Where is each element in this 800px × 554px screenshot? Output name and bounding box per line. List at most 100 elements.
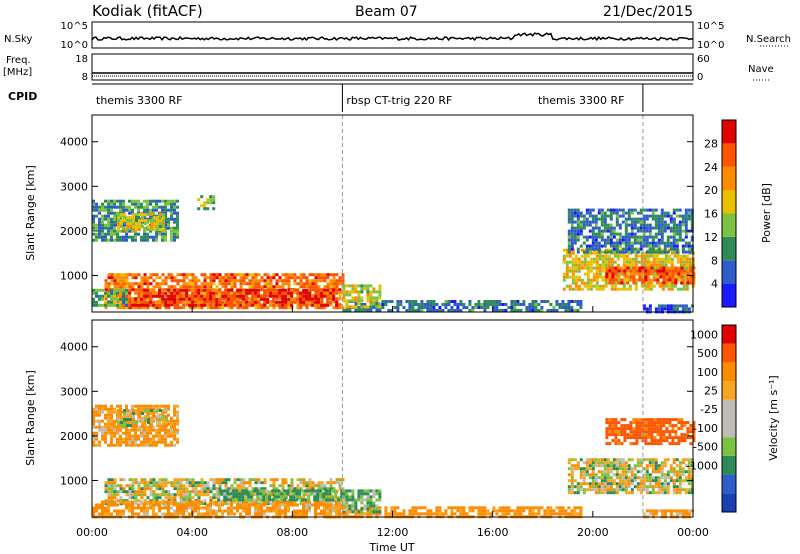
range-gate-cell (342, 510, 346, 514)
range-gate-cell (149, 273, 153, 277)
range-gate-cell (528, 512, 532, 516)
range-gate-cell (624, 229, 628, 233)
range-gate-cell (176, 220, 179, 224)
range-gate-cell (636, 238, 640, 242)
range-gate-cell (239, 503, 242, 507)
range-gate-cell (257, 512, 260, 516)
range-gate-cell (140, 294, 144, 298)
range-gate-cell (537, 512, 541, 516)
range-gate-cell (567, 300, 571, 303)
range-gate-cell (620, 269, 624, 273)
range-gate-cell (92, 238, 95, 242)
range-gate-cell (682, 254, 686, 258)
range-gate-cell (329, 487, 333, 491)
range-gate-cell (574, 281, 578, 285)
range-gate-cell (570, 473, 574, 477)
range-gate-cell (510, 306, 514, 309)
range-gate-cell (320, 294, 324, 298)
range-gate-cell (396, 300, 400, 303)
range-gate-cell (257, 291, 261, 295)
range-gate-cell (226, 498, 230, 502)
range-gate-cell (378, 510, 382, 514)
range-gate-cell (375, 309, 379, 312)
range-gate-cell (579, 214, 583, 218)
range-gate-cell (170, 493, 174, 497)
range-gate-cell (618, 208, 622, 212)
range-gate-cell (304, 489, 308, 493)
range-gate-cell (158, 285, 162, 289)
range-gate-cell (269, 291, 273, 295)
range-gate-cell (345, 299, 349, 303)
range-gate-cell (162, 424, 165, 428)
range-gate-cell (605, 272, 609, 276)
range-gate-cell (332, 481, 336, 485)
range-gate-cell (194, 288, 198, 292)
range-gate-cell (341, 276, 345, 280)
range-gate-cell (146, 279, 150, 283)
range-gate-cell (332, 297, 336, 301)
range-gate-cell (132, 225, 135, 229)
range-gate-cell (149, 282, 153, 286)
range-gate-cell (345, 305, 349, 309)
range-gate-cell (230, 288, 234, 292)
range-gate-cell (179, 297, 183, 301)
range-gate-cell (645, 467, 649, 471)
range-gate-cell (624, 464, 628, 468)
range-gate-cell (680, 269, 684, 273)
range-gate-cell (116, 503, 119, 507)
range-gate-cell (588, 229, 592, 233)
range-gate-cell (540, 300, 544, 303)
range-gate-cell (622, 254, 626, 258)
range-gate-cell (624, 238, 628, 242)
range-gate-cell (218, 294, 222, 298)
range-gate-cell (137, 291, 141, 295)
range-gate-cell (149, 294, 153, 298)
range-gate-cell (155, 282, 159, 286)
range-gate-cell (570, 491, 574, 495)
range-gate-cell (132, 219, 135, 223)
range-gate-cell (664, 254, 668, 258)
range-gate-cell (101, 407, 104, 411)
range-gate-cell (98, 425, 101, 429)
colorbar-tick-label: 16 (704, 208, 718, 221)
range-gate-cell (634, 263, 638, 267)
range-gate-cell (660, 229, 664, 233)
range-gate-cell (194, 282, 198, 286)
range-gate-cell (314, 276, 318, 280)
range-gate-cell (613, 254, 617, 258)
range-gate-cell (150, 421, 153, 425)
range-gate-cell (681, 304, 685, 308)
range-gate-cell (134, 506, 137, 510)
range-gate-cell (341, 478, 345, 482)
range-gate-cell (272, 294, 276, 298)
range-gate-cell (414, 300, 418, 303)
range-gate-cell (513, 303, 517, 306)
range-gate-cell (586, 284, 590, 288)
range-gate-cell (266, 509, 269, 513)
range-gate-cell (140, 425, 143, 429)
range-gate-cell (549, 303, 553, 306)
range-gate-cell (191, 481, 195, 485)
range-gate-cell (653, 269, 657, 273)
range-gate-cell (612, 244, 616, 248)
range-gate-cell (212, 297, 216, 301)
range-gate-cell (594, 491, 598, 495)
range-gate-cell (170, 288, 174, 292)
range-gate-cell (675, 214, 679, 218)
range-gate-cell (426, 512, 430, 516)
range-gate-cell (669, 214, 673, 218)
range-gate-cell (597, 208, 601, 212)
range-gate-cell (369, 498, 373, 502)
range-gate-cell (167, 413, 170, 417)
range-gate-cell (173, 500, 176, 504)
range-gate-cell (329, 288, 333, 292)
range-gate-cell (615, 214, 619, 218)
range-gate-cell (146, 220, 149, 224)
range-gate-cell (654, 235, 658, 239)
range-gate-cell (606, 226, 610, 230)
range-gate-cell (498, 303, 502, 306)
range-gate-cell (107, 220, 110, 224)
range-gate-cell (642, 244, 646, 248)
range-gate-cell (239, 276, 243, 280)
range-gate-cell (203, 273, 207, 277)
